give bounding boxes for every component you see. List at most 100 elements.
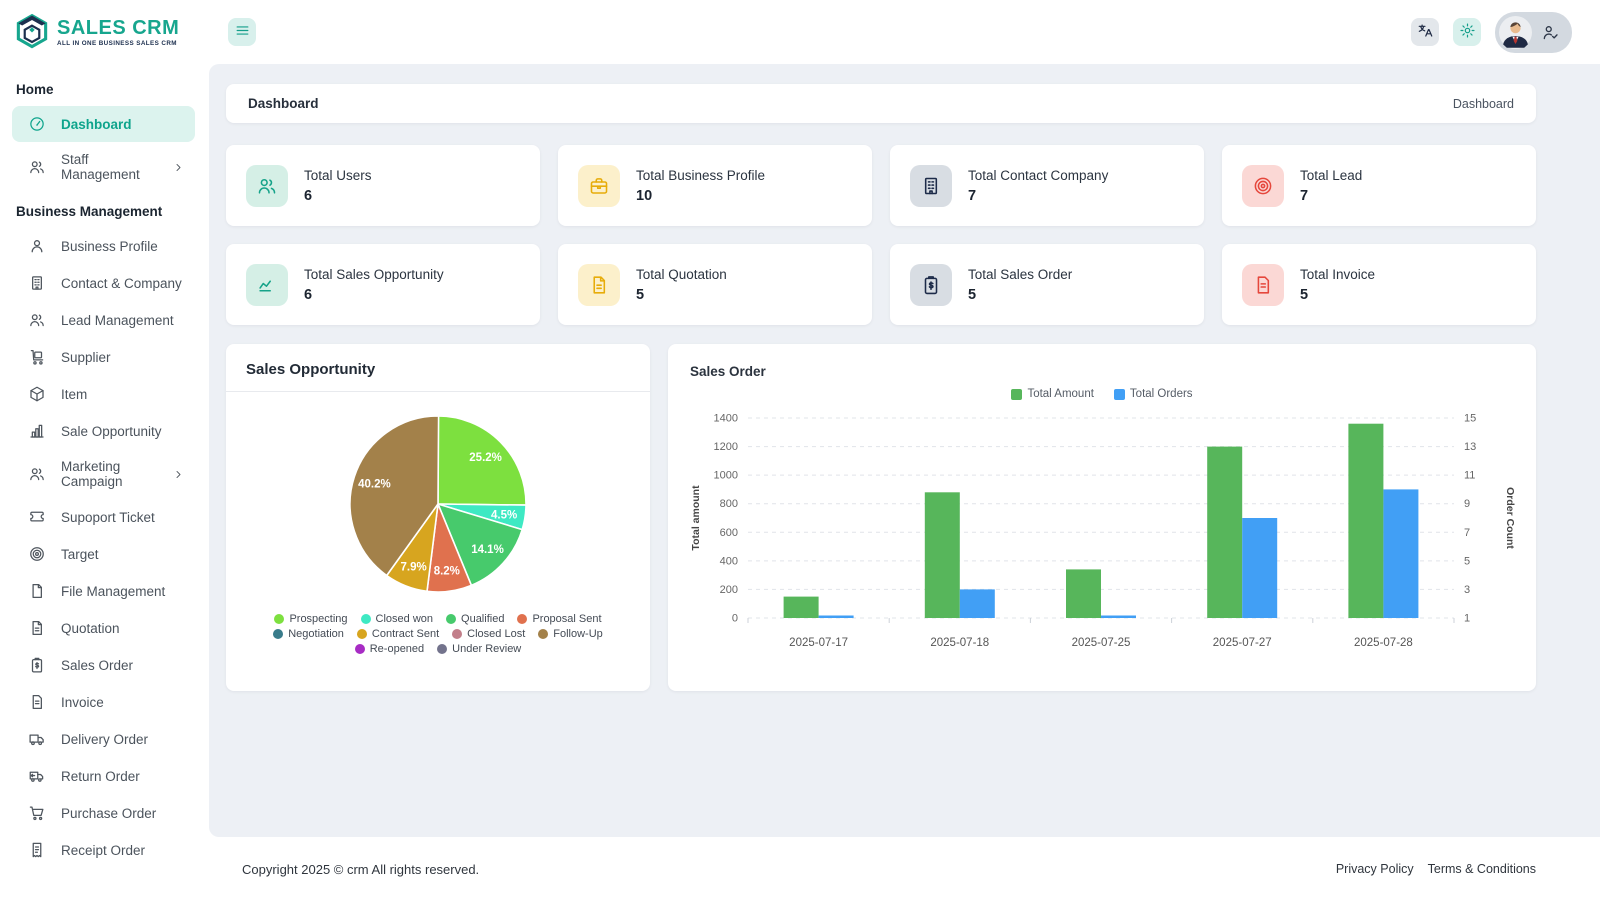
sidebar-item-label: Receipt Order <box>61 842 146 858</box>
bar-chart-icon <box>28 422 46 440</box>
sidebar-item-file-management[interactable]: File Management <box>12 573 195 609</box>
app-logo[interactable]: SALES CRM ALL IN ONE BUSINESS SALES CRM <box>0 0 209 64</box>
sidebar-item-sale-opportunity[interactable]: Sale Opportunity <box>12 413 195 449</box>
sidebar-item-return-order[interactable]: Return Order <box>12 758 195 794</box>
stat-label: Total Invoice <box>1300 266 1376 282</box>
breadcrumb[interactable]: Dashboard <box>1452 96 1514 111</box>
ticket-icon <box>28 508 46 526</box>
sidebar-item-target[interactable]: Target <box>12 536 195 572</box>
trolley-icon <box>28 348 46 366</box>
bar-legend: Total Amount Total Orders <box>688 388 1516 400</box>
svg-text:5: 5 <box>1464 555 1470 567</box>
dashboard-content: Dashboard Dashboard Total Users 6 Total Bu… <box>209 64 1600 837</box>
sidebar-item-lead-management[interactable]: Lead Management <box>12 302 195 338</box>
terms-conditions-link[interactable]: Terms & Conditions <box>1427 862 1536 876</box>
svg-text:14.1%: 14.1% <box>471 544 504 556</box>
sidebar-item-invoice[interactable]: Invoice <box>12 684 195 720</box>
svg-text:7.9%: 7.9% <box>400 561 426 573</box>
sidebar-item-receipt-order[interactable]: Receipt Order <box>12 832 195 868</box>
truck-icon <box>28 730 46 748</box>
sidebar-item-delivery-order[interactable]: Delivery Order <box>12 721 195 757</box>
legend-dot <box>354 644 365 654</box>
pie-legend-proposal-sent[interactable]: Proposal Sent <box>517 613 602 625</box>
sidebar-item-label: Return Order <box>61 768 140 784</box>
sidebar-item-supoport-ticket[interactable]: Supoport Ticket <box>12 499 195 535</box>
svg-text:2025-07-17: 2025-07-17 <box>789 637 848 649</box>
sidebar-item-label: Staff Management <box>61 152 140 182</box>
charts-row: Sales Opportunity 25.2% 4.5% 14.1% 8.2% 7.9%… <box>226 344 1536 691</box>
sidebar-item-label: Invoice <box>61 694 104 710</box>
pie-legend-re-opened[interactable]: Re-opened <box>354 643 424 655</box>
svg-text:2025-07-18: 2025-07-18 <box>930 637 989 649</box>
sidebar-item-label: Contact & Company <box>61 275 182 291</box>
stats-grid: Total Users 6 Total Business Profile 10 Tota… <box>226 145 1536 325</box>
sidebar-item-staff-management[interactable]: Staff Management <box>12 143 195 191</box>
legend-dot <box>437 644 448 654</box>
svg-text:2025-07-25: 2025-07-25 <box>1072 637 1131 649</box>
stat-card-total-invoice: Total Invoice 5 <box>1222 244 1536 325</box>
dashboard-icon <box>28 115 46 133</box>
svg-text:400: 400 <box>720 555 738 567</box>
bar-chart-area: 0 1 200 3 400 5 600 7 800 9 1000 11 1200 13 1400 15 2025… <box>688 404 1516 661</box>
sidebar-item-sales-order[interactable]: Sales Order <box>12 647 195 683</box>
menu-toggle-button[interactable] <box>228 18 256 46</box>
stat-card-total-lead: Total Lead 7 <box>1222 145 1536 226</box>
sidebar-item-purchase-order[interactable]: Purchase Order <box>12 795 195 831</box>
stat-label: Total Users <box>304 167 372 183</box>
stat-texts: Total Sales Opportunity 6 <box>304 267 444 303</box>
sidebar-item-label: Quotation <box>61 620 120 636</box>
chart-line-icon <box>246 263 288 306</box>
app-tagline: ALL IN ONE BUSINESS SALES CRM <box>57 39 177 47</box>
legend-dot <box>452 629 463 639</box>
sidebar-item-label: Target <box>61 546 99 562</box>
stat-card-total-users: Total Users 6 <box>226 145 540 226</box>
sidebar-item-marketing-campaign[interactable]: Marketing Campaign <box>12 450 195 498</box>
stat-texts: Total Contact Company 7 <box>968 168 1108 204</box>
topbar <box>209 0 1600 64</box>
translate-button[interactable] <box>1411 18 1439 46</box>
pie-legend-under-review[interactable]: Under Review <box>437 643 521 655</box>
stat-texts: Total Business Profile 10 <box>636 168 765 204</box>
sidebar-item-dashboard[interactable]: Dashboard <box>12 106 195 142</box>
sidebar-item-business-profile[interactable]: Business Profile <box>12 228 195 264</box>
translate-icon <box>1417 22 1434 42</box>
bar-legend-total-orders[interactable]: Total Orders <box>1113 388 1193 400</box>
profile-menu[interactable] <box>1495 11 1572 53</box>
sidebar-item-quotation[interactable]: Quotation <box>12 610 195 646</box>
stat-value: 5 <box>1300 286 1309 303</box>
clipboard-dollar-icon <box>910 263 952 306</box>
svg-text:13: 13 <box>1464 441 1476 453</box>
sales-opportunity-card: Sales Opportunity 25.2% 4.5% 14.1% 8.2% 7.9%… <box>226 344 650 691</box>
pie-legend-closed-won[interactable]: Closed won <box>360 613 433 625</box>
doc-icon <box>28 619 46 637</box>
main-area: Dashboard Dashboard Total Users 6 Total Bu… <box>209 0 1600 901</box>
sidebar-item-label: Dashboard <box>61 116 132 132</box>
target-icon <box>1242 164 1284 207</box>
sidebar-item-contact-company[interactable]: Contact & Company <box>12 265 195 301</box>
hamburger-icon <box>234 22 251 42</box>
pie-legend-contract-sent[interactable]: Contract Sent <box>356 628 439 640</box>
clipboard-dollar-icon <box>28 656 46 674</box>
building-icon <box>910 164 952 207</box>
pie-legend-negotiation[interactable]: Negotiation <box>273 628 344 640</box>
svg-text:1200: 1200 <box>714 441 738 453</box>
privacy-policy-link[interactable]: Privacy Policy <box>1335 862 1414 876</box>
pie-legend-follow-up[interactable]: Follow-Up <box>538 628 603 640</box>
stat-card-total-sales-opportunity: Total Sales Opportunity 6 <box>226 244 540 325</box>
person-icon <box>28 237 46 255</box>
pie-legend-qualified[interactable]: Qualified <box>446 613 504 625</box>
svg-text:40.2%: 40.2% <box>358 478 391 490</box>
settings-button[interactable] <box>1453 18 1481 46</box>
bar-legend-total-amount[interactable]: Total Amount <box>1011 388 1094 400</box>
pie-legend-closed-lost[interactable]: Closed Lost <box>452 628 525 640</box>
sidebar-item-item[interactable]: Item <box>12 376 195 412</box>
chevron-right-icon <box>172 468 185 481</box>
svg-text:25.2%: 25.2% <box>469 452 502 464</box>
pie-legend-prospecting[interactable]: Prospecting <box>274 613 348 625</box>
sidebar-item-supplier[interactable]: Supplier <box>12 339 195 375</box>
invoice-icon <box>28 693 46 711</box>
logo-hexagon-icon <box>12 12 52 52</box>
target-icon <box>28 545 46 563</box>
svg-text:Order Count: Order Count <box>1504 487 1516 549</box>
